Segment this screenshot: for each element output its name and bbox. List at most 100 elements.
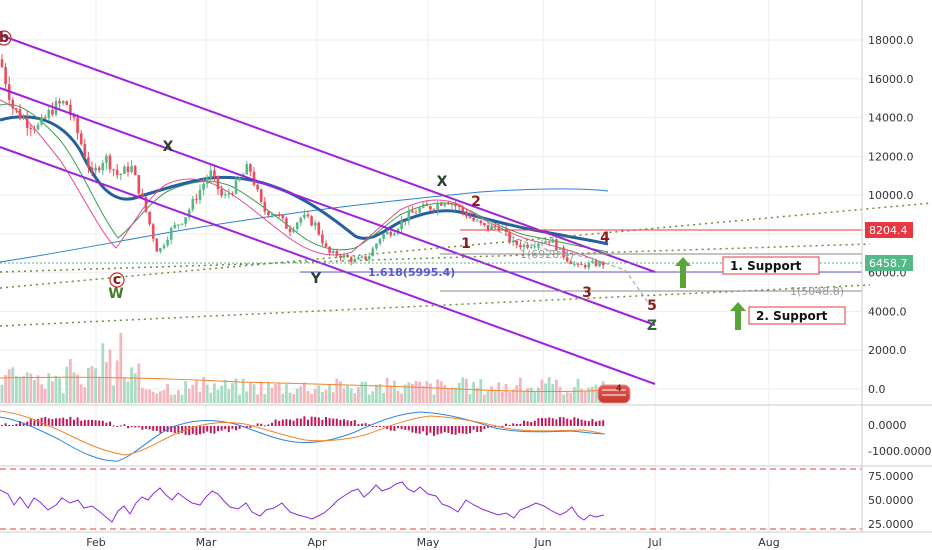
macd-histogram-bar	[451, 426, 453, 435]
macd-histogram-bar	[317, 417, 320, 426]
price-tick-label: 10000.0	[868, 189, 914, 202]
macd-histogram-bar	[188, 426, 191, 436]
macd-histogram-bar	[292, 420, 295, 426]
candle-body	[267, 211, 270, 216]
candle-body	[133, 166, 137, 176]
earnings-badge[interactable]: 4	[597, 384, 631, 404]
support-1-box: 1. Support	[675, 256, 820, 288]
volume-bar	[403, 384, 407, 403]
candle-body	[364, 256, 367, 260]
badge-count: 4	[616, 384, 622, 394]
macd-histogram-bar	[519, 423, 522, 426]
volume-bar	[475, 387, 479, 403]
flag-icon	[597, 384, 631, 404]
candle-body	[295, 222, 299, 230]
macd-histogram-bar	[177, 426, 180, 434]
candle-body	[461, 206, 465, 212]
macd-histogram-bar	[91, 419, 93, 426]
support-trendline-3	[0, 284, 871, 327]
volume-bar	[169, 394, 173, 403]
volume-bar	[205, 384, 209, 403]
volume-bar	[191, 384, 195, 403]
macd-histogram-bar	[425, 426, 428, 436]
macd-histogram-bar	[526, 421, 529, 426]
candle-body	[468, 216, 472, 218]
candle-body	[555, 239, 558, 250]
candle-body	[454, 203, 457, 207]
price-tick-label: 4000.0	[868, 305, 907, 318]
macd-histogram-bar	[163, 426, 165, 432]
volume-bar	[378, 384, 382, 403]
volume-bar	[551, 383, 555, 403]
macd-histogram-bar	[562, 417, 565, 426]
macd-histogram-bar	[357, 424, 360, 426]
candle-body	[504, 229, 508, 232]
candle-body	[29, 127, 33, 129]
macd-histogram-bar	[40, 417, 43, 426]
macd-histogram-bar	[101, 420, 104, 426]
volume-bar	[119, 332, 123, 403]
macd-histogram-bar	[227, 426, 230, 433]
volume-bar	[133, 373, 137, 403]
volume-bar	[18, 376, 22, 403]
candle-body	[519, 244, 522, 248]
macd-histogram-bar	[602, 420, 605, 426]
macd-histogram-bar	[487, 426, 489, 428]
support-2-label: 2. Support	[756, 309, 828, 323]
time-tick-label: Feb	[86, 536, 105, 549]
fib-5048-label: 1(5048.8)	[790, 285, 844, 298]
candle-body	[108, 155, 112, 170]
candle-body	[47, 109, 51, 119]
volume-bar	[234, 378, 238, 403]
macd-line	[0, 411, 606, 462]
macd-histogram-bar	[472, 426, 475, 430]
macd-histogram-bar	[551, 418, 554, 426]
candle-body	[400, 220, 403, 230]
candle-body	[537, 243, 540, 247]
volume-bar	[69, 359, 72, 403]
volume-bar	[180, 394, 184, 403]
candle-body	[544, 241, 547, 243]
candle-body	[245, 164, 249, 175]
candle-body	[15, 108, 18, 110]
candle-body	[130, 166, 133, 173]
macd-histogram-bar	[220, 426, 223, 431]
candle-body	[166, 239, 169, 246]
macd-histogram-bar	[22, 422, 25, 426]
macd-histogram-bar	[148, 426, 151, 430]
volume-bar	[144, 389, 148, 403]
macd-histogram-bar	[76, 417, 79, 426]
macd-histogram-bar	[181, 426, 183, 433]
volume-bar	[454, 387, 457, 403]
candle-body	[313, 222, 317, 226]
time-tick-label: Jun	[533, 536, 551, 549]
macd-histogram-bar	[47, 418, 50, 426]
support-1-label: 1. Support	[730, 259, 802, 273]
candle-body	[375, 243, 378, 249]
time-tick-label: May	[417, 536, 440, 549]
macd-histogram-bar	[1, 425, 3, 427]
channel-lower-line	[0, 146, 656, 385]
volume-bar	[432, 394, 436, 403]
volume-bar	[79, 384, 83, 403]
macd-histogram-bar	[533, 420, 536, 426]
macd-histogram-bar	[479, 426, 482, 432]
candle-body	[90, 167, 94, 171]
time-tick-label: Jul	[647, 536, 661, 549]
candle-body	[360, 256, 364, 258]
volume-bar	[155, 393, 159, 403]
macd-histogram-bar	[130, 426, 133, 427]
volume-bar	[465, 378, 468, 403]
macd-histogram	[1, 416, 605, 436]
macd-histogram-bar	[80, 420, 83, 426]
candle-body	[425, 204, 429, 207]
macd-histogram-bar	[202, 426, 205, 434]
volume-bar	[267, 381, 270, 403]
rsi-tick-label: 50.0000	[868, 494, 914, 507]
macd-histogram-bar	[94, 420, 97, 426]
wave-label: 5	[647, 298, 657, 314]
candle-body	[87, 157, 90, 168]
volume-bar	[47, 373, 51, 403]
candle-body	[450, 203, 454, 205]
